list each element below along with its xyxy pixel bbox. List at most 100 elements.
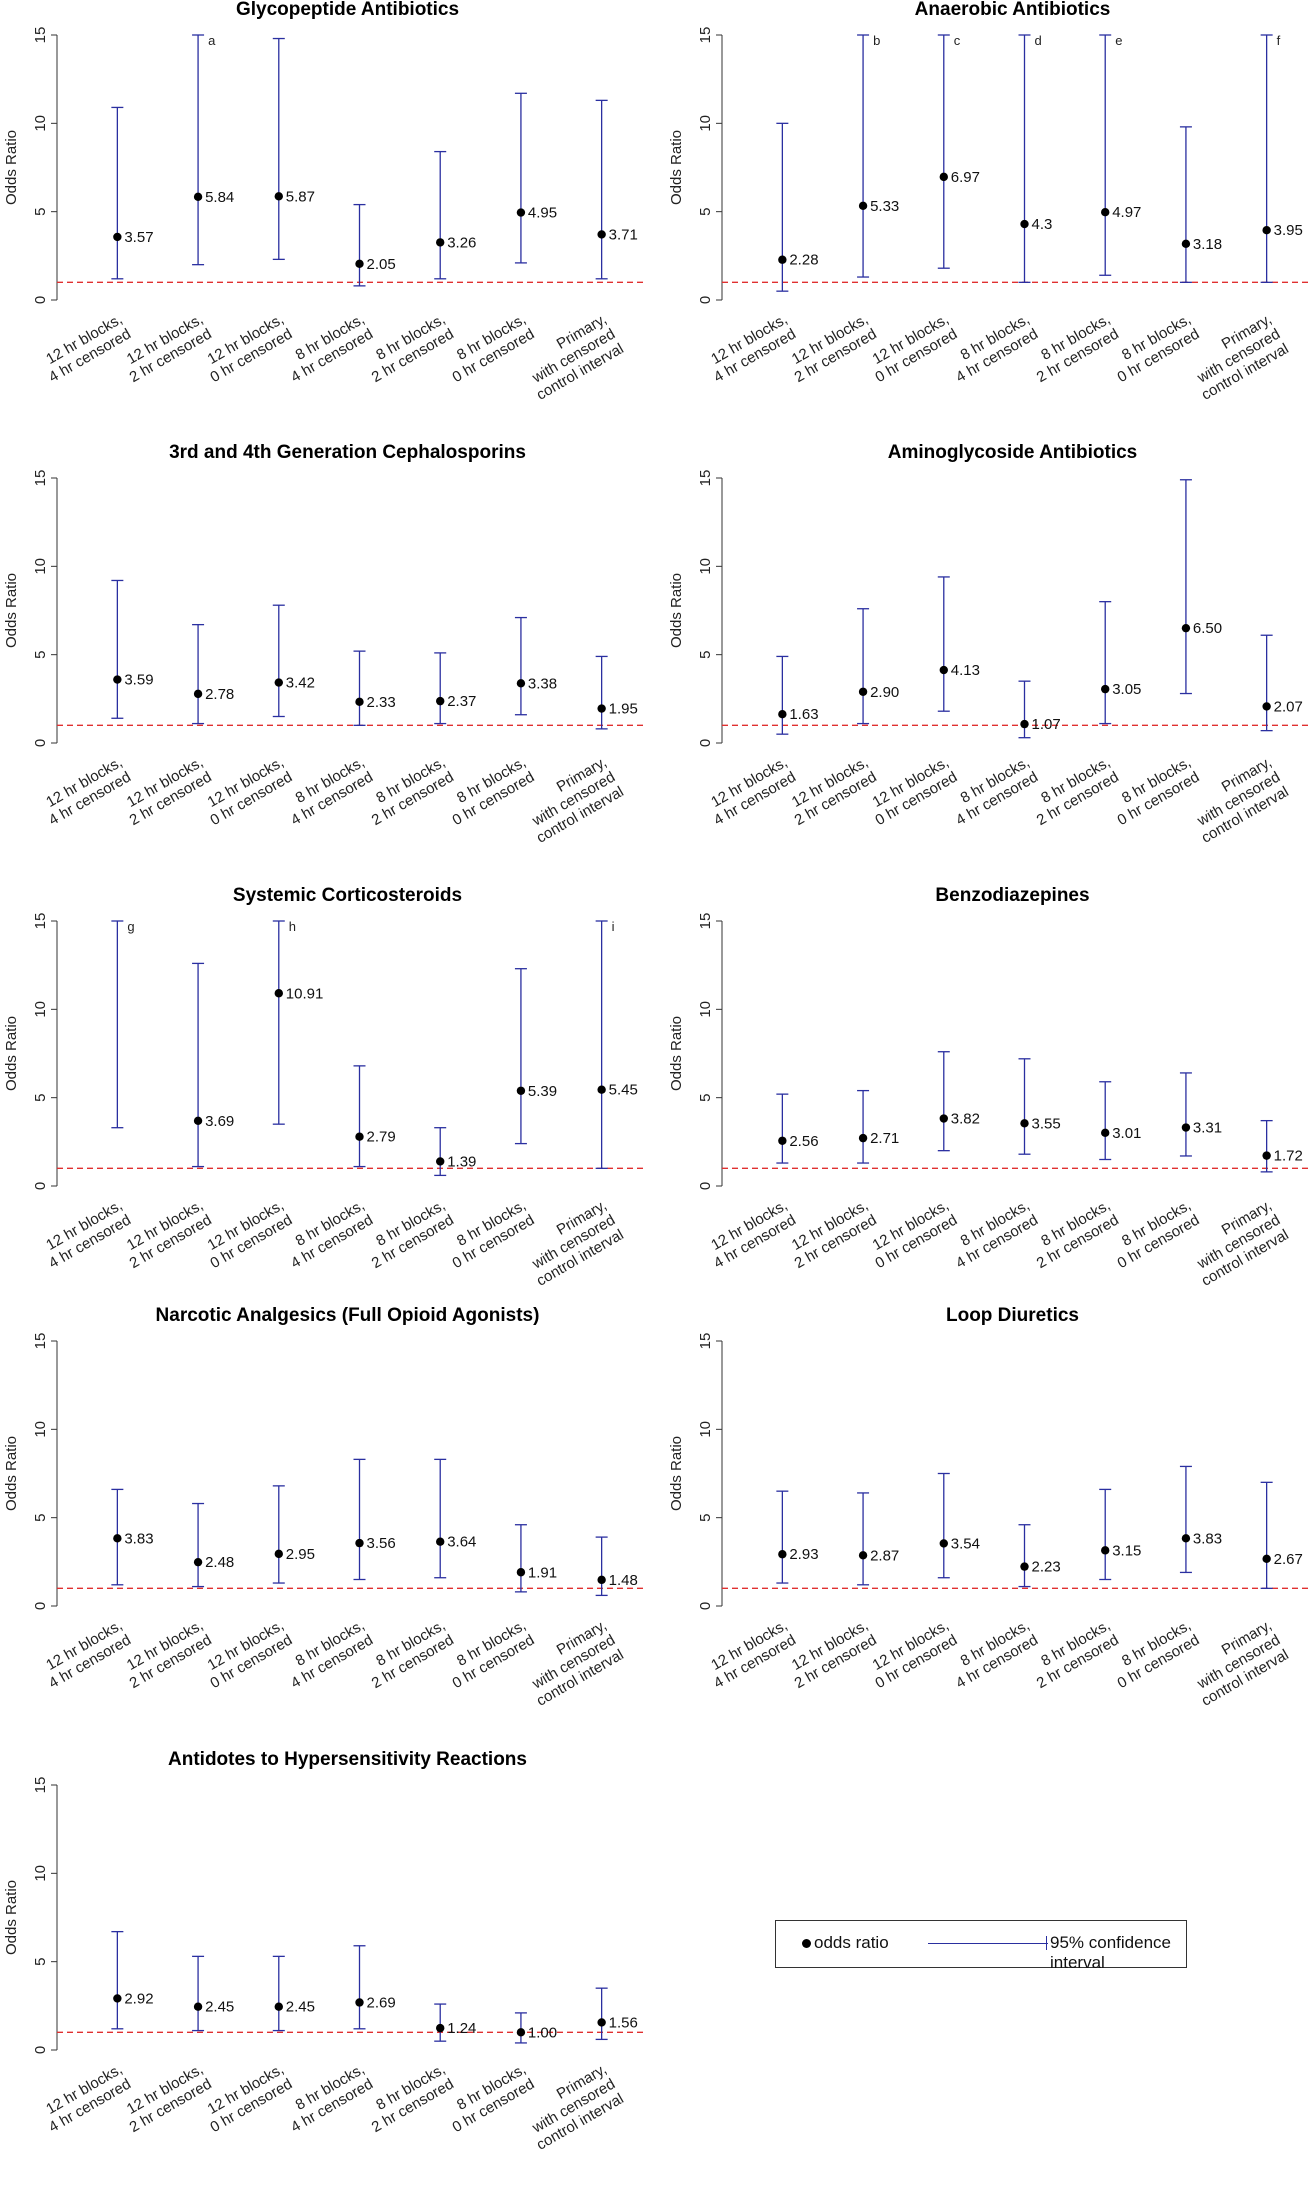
odds-ratio-label: 3.42 (286, 675, 315, 692)
x-category-label: Primary,with censoredcontrol interval (1182, 311, 1292, 404)
x-category-label: 12 hr blocks,0 hr censored (199, 754, 295, 829)
x-category-label: 8 hr blocks,0 hr censored (441, 1197, 537, 1272)
odds-ratio-label: 2.87 (870, 1547, 899, 1564)
y-axis-title: Odds Ratio (3, 573, 20, 648)
odds-ratio-label: 2.92 (124, 1990, 153, 2007)
odds-ratio-point (436, 696, 445, 706)
odds-ratio-point (1020, 219, 1029, 229)
y-axis-title: Odds Ratio (668, 1016, 685, 1091)
odds-ratio-label: 4.3 (1032, 216, 1053, 233)
x-category-label: 12 hr blocks,2 hr censored (783, 311, 879, 386)
odds-ratio-point (597, 1575, 606, 1585)
odds-ratio-point (778, 255, 787, 264)
odds-ratio-point (778, 1136, 787, 1145)
x-category-label: 12 hr blocks,4 hr censored (702, 754, 798, 829)
odds-ratio-label: 4.13 (951, 662, 980, 679)
chart-svg: Antidotes to Hypersensitivity Reactions 0… (3, 1749, 645, 2154)
x-category-label: Primary,with censoredcontrol interval (1182, 754, 1292, 847)
y-tick-label: 15 (697, 27, 714, 44)
chart-title: Loop Diuretics (946, 1305, 1079, 1326)
x-category-label: 12 hr blocks,2 hr censored (118, 1617, 214, 1692)
odds-ratio-label: 2.07 (1274, 698, 1303, 715)
odds-ratio-label: 3.57 (124, 229, 153, 246)
x-category-label: 8 hr blocks,4 hr censored (945, 1617, 1041, 1692)
odds-ratio-label: 6.97 (951, 169, 980, 186)
odds-ratio-label: 2.23 (1032, 1559, 1061, 1576)
odds-ratio-label: 2.90 (870, 684, 899, 701)
y-tick-label: 10 (697, 1421, 714, 1438)
y-tick-label: 5 (697, 650, 714, 658)
odds-ratio-label: 3.71 (609, 226, 638, 243)
odds-ratio-label: 2.48 (205, 1554, 234, 1571)
odds-ratio-label: 3.01 (1112, 1125, 1141, 1142)
odds-ratio-label: 2.78 (205, 686, 234, 703)
odds-ratio-point (1101, 1546, 1110, 1555)
odds-ratio-point (778, 1550, 787, 1559)
legend-ci-label: 95% confidence interval (1050, 1933, 1171, 1972)
odds-ratio-point (939, 665, 948, 675)
chart-title: 3rd and 4th Generation Cephalosporins (169, 442, 526, 463)
odds-ratio-label: 2.56 (789, 1133, 818, 1150)
odds-ratio-label: 3.38 (528, 675, 557, 692)
chart-title: Glycopeptide Antibiotics (236, 0, 459, 20)
legend-point-label: odds ratio (814, 1933, 889, 1952)
odds-ratio-point (436, 1157, 445, 1166)
x-category-label: 8 hr blocks,0 hr censored (1106, 311, 1202, 386)
odds-ratio-label: 3.69 (205, 1113, 234, 1130)
odds-ratio-label: 10.91 (286, 985, 324, 1002)
chart-panel: Benzodiazepines 0 5 10 15 Odds Ratio 2.56 12 hr… (665, 885, 1311, 1326)
x-category-label: 8 hr blocks,4 hr censored (280, 1197, 376, 1272)
x-category-label: 8 hr blocks,0 hr censored (441, 1617, 537, 1692)
legend-ci-line (928, 1943, 1048, 1944)
odds-ratio-label: 5.84 (205, 189, 234, 206)
odds-ratio-label: 3.55 (1032, 1115, 1061, 1132)
chart-panel: Loop Diuretics 0 5 10 15 Odds Ratio 2.93 12 hr … (665, 1305, 1311, 1746)
odds-ratio-point (1262, 226, 1271, 235)
odds-ratio-point (193, 1116, 203, 1126)
odds-ratio-label: 3.31 (1193, 1120, 1222, 1137)
footnote-marker: f (1277, 33, 1281, 48)
odds-ratio-point (355, 1998, 364, 2007)
odds-ratio-label: 2.45 (205, 1999, 234, 2016)
x-category-label: 12 hr blocks,2 hr censored (118, 1197, 214, 1272)
y-tick-label: 15 (697, 913, 714, 930)
x-category-label: 12 hr blocks,0 hr censored (864, 1617, 960, 1692)
odds-ratio-point (1262, 1554, 1271, 1564)
odds-ratio-label: 3.56 (367, 1535, 396, 1552)
odds-ratio-label: 4.95 (528, 205, 557, 222)
x-category-label: 12 hr blocks,2 hr censored (118, 754, 214, 829)
x-category-label: 12 hr blocks,0 hr censored (864, 754, 960, 829)
odds-ratio-point (597, 1085, 606, 1094)
odds-ratio-label: 2.45 (286, 1999, 315, 2016)
odds-ratio-label: 1.24 (447, 2020, 476, 2037)
y-axis-title: Odds Ratio (668, 1436, 685, 1511)
odds-ratio-point (355, 1538, 364, 1548)
x-category-label: 12 hr blocks,0 hr censored (199, 2061, 295, 2136)
chart-svg: Loop Diuretics 0 5 10 15 Odds Ratio 2.93 12 hr … (668, 1305, 1310, 1710)
odds-ratio-point (436, 1537, 445, 1546)
x-category-label: 12 hr blocks,2 hr censored (783, 1617, 879, 1692)
chart-panel: Antidotes to Hypersensitivity Reactions 0… (0, 1749, 660, 2190)
odds-ratio-point (355, 697, 364, 707)
odds-ratio-label: 5.87 (286, 188, 315, 205)
x-category-label: Primary,with censoredcontrol interval (1182, 1197, 1292, 1290)
odds-ratio-label: 2.95 (286, 1546, 315, 1563)
x-category-label: 8 hr blocks,0 hr censored (1106, 1617, 1202, 1692)
x-category-label: 8 hr blocks,4 hr censored (280, 754, 376, 829)
chart-svg: Anaerobic Antibiotics 0 5 10 15 Odds Ratio 2.2… (668, 0, 1310, 404)
odds-ratio-point (274, 2002, 283, 2011)
x-category-label: 8 hr blocks,0 hr censored (441, 311, 537, 386)
odds-ratio-point (436, 238, 445, 247)
y-tick-label: 0 (32, 296, 49, 304)
odds-ratio-label: 2.28 (789, 252, 818, 269)
odds-ratio-point (274, 678, 283, 687)
y-tick-label: 10 (697, 115, 714, 132)
odds-ratio-point (939, 1539, 948, 1548)
legend: odds ratio 95% confidence interval (775, 1920, 1187, 1972)
odds-ratio-label: 1.91 (528, 1564, 557, 1581)
footnote-marker: d (1035, 33, 1042, 48)
odds-ratio-label: 2.05 (367, 256, 396, 273)
x-category-label: 12 hr blocks,2 hr censored (118, 2061, 214, 2136)
x-category-label: 12 hr blocks,2 hr censored (783, 754, 879, 829)
